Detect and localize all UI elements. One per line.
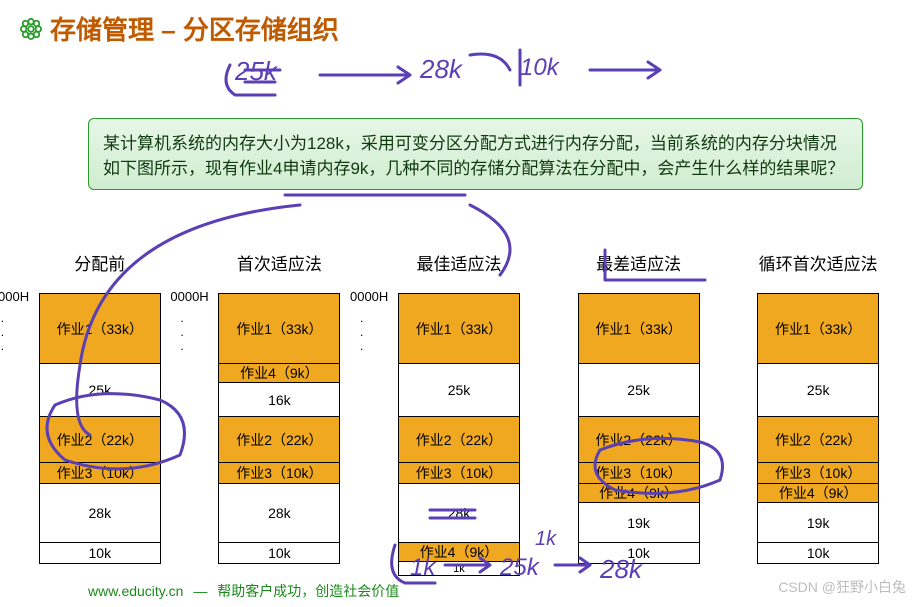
column-title: 首次适应法 [237,250,322,275]
memory-wrap: 0000H. . .作业1（33k）25k作业2（22k）作业3（10k）28k… [398,293,520,576]
job-cell: 作业2（22k） [399,416,519,462]
addr-dots: . . . [1,311,4,353]
watermark: CSDN @狂野小白兔 [778,577,906,597]
free-cell: 28k [399,483,519,542]
job-cell: 作业4（9k） [758,483,878,502]
footer-sep: — [193,583,207,599]
column-title: 分配前 [74,250,125,275]
job-cell: 作业1（33k） [219,294,339,363]
memory-column: 首次适应法 0000H. . .作业1（33k）作业4（9k）16k作业2（22k… [190,250,370,576]
svg-text:28k: 28k [419,54,464,84]
diagrams-row: 分配前0000H. . .作业1（33k）25k作业2（22k）作业3（10k）… [0,250,918,576]
free-cell: 25k [579,363,699,416]
job-cell: 作业2（22k） [579,416,699,462]
addr-dots: . . . [360,311,363,353]
footer-site: www.educity.cn [88,583,183,599]
slide-root: 存储管理 – 分区存储组织 某计算机系统的内存大小为128k，采用可变分区分配方… [0,0,918,607]
memory-block: 作业1（33k）作业4（9k）16k作业2（22k）作业3（10k）28k10k [218,293,340,564]
column-title: 最佳适应法 [416,250,501,275]
job-cell: 作业1（33k） [758,294,878,363]
job-cell: 作业3（10k） [399,462,519,483]
job-cell: 作业2（22k） [219,416,339,462]
footer: www.educity.cn — 帮助客户成功，创造社会价值 [88,581,399,601]
free-cell: 25k [399,363,519,416]
job-cell: 作业2（22k） [758,416,878,462]
memory-column: 最佳适应法 0000H. . .作业1（33k）25k作业2（22k）作业3（10… [369,250,549,576]
svg-text:25k: 25k [234,56,279,86]
memory-wrap: 作业1（33k）25k作业2（22k）作业3（10k）作业4（9k）19k10k [757,293,879,564]
job-cell: 作业1（33k） [399,294,519,363]
slide-title: 存储管理 – 分区存储组织 [50,10,339,47]
free-cell: 10k [758,542,878,563]
slide-title-row: 存储管理 – 分区存储组织 [20,10,339,47]
memory-column: 最差适应法作业1（33k）25k作业2（22k）作业3（10k）作业4（9k）1… [549,250,729,576]
job-cell: 作业2（22k） [40,416,160,462]
memory-wrap: 0000H. . .作业1（33k）作业4（9k）16k作业2（22k）作业3（… [218,293,340,564]
free-cell: 19k [758,502,878,542]
free-cell: 10k [579,542,699,563]
free-cell: 28k [219,483,339,542]
svg-text:10k: 10k [520,54,561,81]
memory-block: 作业1（33k）25k作业2（22k）作业3（10k）作业4（9k）19k10k [757,293,879,564]
column-title: 最差适应法 [596,250,681,275]
free-cell: 16k [219,382,339,416]
memory-wrap: 0000H. . .作业1（33k）25k作业2（22k）作业3（10k）28k… [39,293,161,564]
job-cell: 作业3（10k） [579,462,699,483]
memory-column: 分配前 0000H. . .作业1（33k）25k作业2（22k）作业3（10k）… [10,250,190,576]
free-cell: 25k [758,363,878,416]
flower-icon [20,18,42,40]
memory-block: 作业1（33k）25k作业2（22k）作业3（10k）28k作业4（9k）1k [398,293,520,576]
memory-wrap: 作业1（33k）25k作业2（22k）作业3（10k）作业4（9k）19k10k [578,293,700,564]
memory-column: 循环首次适应法作业1（33k）25k作业2（22k）作业3（10k）作业4（9k… [728,250,908,576]
job-cell: 作业4（9k） [399,542,519,561]
free-cell: 28k [40,483,160,542]
start-address: 0000H [170,289,208,304]
job-cell: 作业1（33k） [40,294,160,363]
free-cell: 10k [219,542,339,563]
start-address: 0000H [350,289,388,304]
memory-block: 作业1（33k）25k作业2（22k）作业3（10k）作业4（9k）19k10k [578,293,700,564]
problem-box: 某计算机系统的内存大小为128k，采用可变分区分配方式进行内存分配，当前系统的内… [88,118,863,190]
start-address: 0000H [0,289,29,304]
free-cell: 25k [40,363,160,416]
free-cell: 19k [579,502,699,542]
addr-dots: . . . [180,311,183,353]
free-cell: 10k [40,542,160,563]
job-cell: 作业4（9k） [219,363,339,382]
free-cell: 1k [399,561,519,575]
job-cell: 作业3（10k） [758,462,878,483]
job-cell: 作业4（9k） [579,483,699,502]
footer-tagline: 帮助客户成功，创造社会价值 [217,583,399,599]
job-cell: 作业3（10k） [40,462,160,483]
memory-block: 作业1（33k）25k作业2（22k）作业3（10k）28k10k [39,293,161,564]
column-title: 循环首次适应法 [759,250,878,275]
job-cell: 作业1（33k） [579,294,699,363]
job-cell: 作业3（10k） [219,462,339,483]
